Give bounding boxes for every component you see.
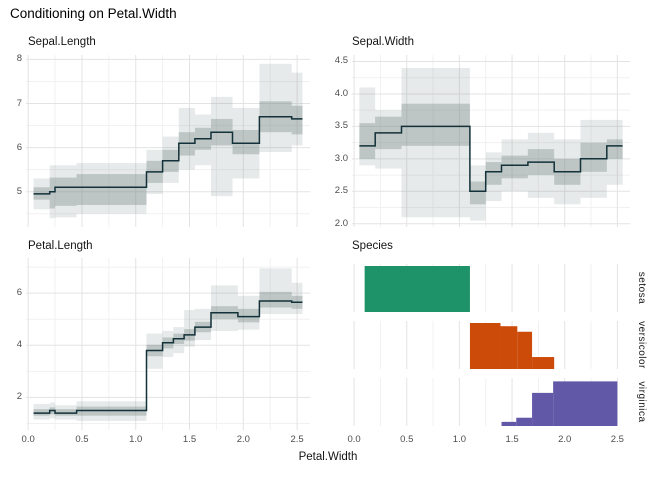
x-tick-label: 0.0 [21,434,35,445]
y-tick-label: 3.5 [334,120,348,132]
histogram-bar-virginica [532,392,554,426]
y-tick-label: 7 [16,97,22,109]
x-tick-label: 1.5 [182,434,197,445]
panel-plot-sepal-length [26,55,310,227]
panel-title-species: Species [352,240,393,252]
y-tick-label: 5 [16,185,22,197]
panel-plot-sepal-width [352,55,630,227]
y-tick-label: 2 [16,391,22,403]
histogram-bar-setosa [364,266,470,312]
y-tick-label: 4 [16,339,22,351]
step-line-sepal-width [359,125,623,193]
facet-strip-versicolor: versicolor [636,321,647,369]
panel-title-sepal-width: Sepal.Width [352,36,415,48]
x-tick-label: 1.0 [452,434,467,445]
histogram-bar-virginica [553,381,618,426]
y-tick-label: 2.0 [334,217,348,229]
x-tick-label: 2.0 [236,434,250,445]
histogram-bar-virginica [516,417,533,426]
histogram-bar-versicolor [500,326,518,369]
x-tick-label: 0.0 [347,434,361,445]
panel-plot-petal-length [26,258,310,430]
x-axis-title: Petal.Width [298,451,358,463]
x-tick-label: 2.0 [558,434,572,445]
y-tick-label: 6 [16,287,22,299]
x-tick-label: 2.5 [290,434,304,445]
x-tick-label: 2.5 [610,434,624,445]
facet-strip-setosa: setosa [636,271,647,305]
step-line-petal-length [33,300,303,414]
panel-title-sepal-length: Sepal.Length [28,36,96,48]
panel-plot-species [353,264,618,426]
chart-title: Conditioning on Petal.Width [10,6,177,21]
panel-title-petal-length: Petal.Length [28,240,93,252]
facet-strip-virginica: virginica [636,381,647,423]
x-tick-label: 0.5 [400,434,414,445]
y-tick-label: 4.0 [334,87,348,99]
y-tick-label: 3.0 [334,152,348,164]
histogram-bar-versicolor [469,323,501,369]
step-line-sepal-length [33,115,303,195]
y-tick-label: 4.5 [334,55,348,67]
x-tick-label: 1.0 [129,434,143,445]
histogram-bar-versicolor [532,357,555,369]
histogram-bar-versicolor [517,331,533,369]
histogram-bar-virginica [501,421,517,426]
x-tick-label: 1.5 [505,434,519,445]
x-tick-label: 0.5 [75,434,89,445]
y-tick-label: 2.5 [334,185,348,197]
y-tick-label: 6 [16,141,22,153]
y-tick-label: 8 [16,53,22,65]
